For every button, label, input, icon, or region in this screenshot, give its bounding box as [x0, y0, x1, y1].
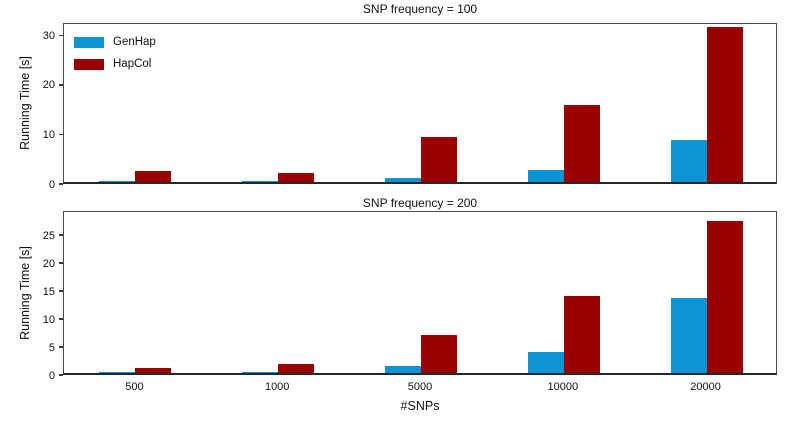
legend-swatch-icon: [74, 58, 104, 70]
x-tick-label-500: 500: [125, 381, 144, 393]
y-tick-mark: [59, 262, 63, 264]
legend-swatch-icon: [74, 36, 104, 48]
legend-row-hapcol: HapCol: [74, 53, 156, 75]
bar-genhap-20000: [670, 140, 707, 182]
y-tick-mark: [59, 234, 63, 236]
bar-hapcol-20000: [706, 26, 743, 182]
bar-hapcol-10000: [563, 295, 600, 373]
legend-label: GenHap: [113, 36, 156, 48]
x-axis-label: #SNPs: [400, 399, 440, 413]
y-tick-mark: [59, 84, 63, 86]
bar-hapcol-500: [135, 170, 172, 182]
bar-genhap-1000: [242, 371, 279, 373]
y-tick-mark: [59, 318, 63, 320]
bar-hapcol-20000: [706, 221, 743, 373]
y-tick-label: 15: [42, 285, 55, 298]
y-tick-label: 30: [42, 29, 55, 42]
bar-genhap-5000: [385, 366, 421, 373]
x-tick-label-1000: 1000: [264, 381, 290, 393]
subplot-1-title: SNP frequency = 100: [362, 2, 478, 16]
x-tick-label-20000: 20000: [690, 381, 721, 393]
y-tick-label: 25: [42, 229, 55, 242]
bar-hapcol-5000: [421, 334, 457, 373]
y-tick-mark: [59, 290, 63, 292]
bar-hapcol-10000: [563, 105, 600, 182]
x-tick-label-5000: 5000: [407, 381, 433, 393]
y-tick-mark: [59, 133, 63, 136]
y-tick-label: 0: [48, 178, 55, 191]
y-tick-mark: [59, 374, 63, 376]
bar-genhap-5000: [385, 177, 421, 182]
y-tick-label: 10: [42, 128, 55, 141]
subplot-snp-freq-100: GenHap HapCol 0 10 20 30: [43, 23, 777, 191]
plot-area-bottom: [63, 211, 777, 375]
subplot-2-title: SNP frequency = 200: [362, 196, 478, 210]
subplot-snp-freq-200: 0 5 10 15 20 25 500 1000 5000 10000 20000: [43, 211, 777, 393]
legend-row-genhap: GenHap: [74, 31, 156, 53]
bar-genhap-1000: [242, 180, 279, 182]
bar-hapcol-1000: [278, 172, 315, 182]
y-tick-mark: [59, 346, 63, 348]
y-axis-label-bottom: Running Time [s]: [18, 246, 32, 340]
x-tick-label-10000: 10000: [547, 381, 579, 393]
y-tick-label: 5: [48, 341, 55, 354]
plot-area-top: GenHap HapCol: [63, 23, 777, 184]
y-tick-label: 10: [42, 313, 55, 326]
bar-hapcol-1000: [278, 364, 315, 373]
bar-hapcol-500: [135, 367, 172, 373]
bar-genhap-500: [99, 371, 136, 373]
y-tick-label: 20: [42, 79, 55, 92]
y-tick-mark: [59, 183, 63, 185]
y-axis-label-top: Running Time [s]: [18, 56, 32, 150]
bar-hapcol-5000: [421, 137, 457, 182]
legend-label: HapCol: [113, 58, 152, 70]
bar-genhap-20000: [670, 298, 707, 373]
bar-genhap-10000: [527, 169, 564, 182]
bar-genhap-500: [99, 180, 136, 182]
y-tick-label: 20: [42, 257, 55, 270]
y-tick-label: 0: [48, 369, 55, 382]
legend: GenHap HapCol: [74, 31, 156, 75]
y-tick-mark: [59, 34, 63, 37]
bar-genhap-10000: [527, 351, 564, 373]
